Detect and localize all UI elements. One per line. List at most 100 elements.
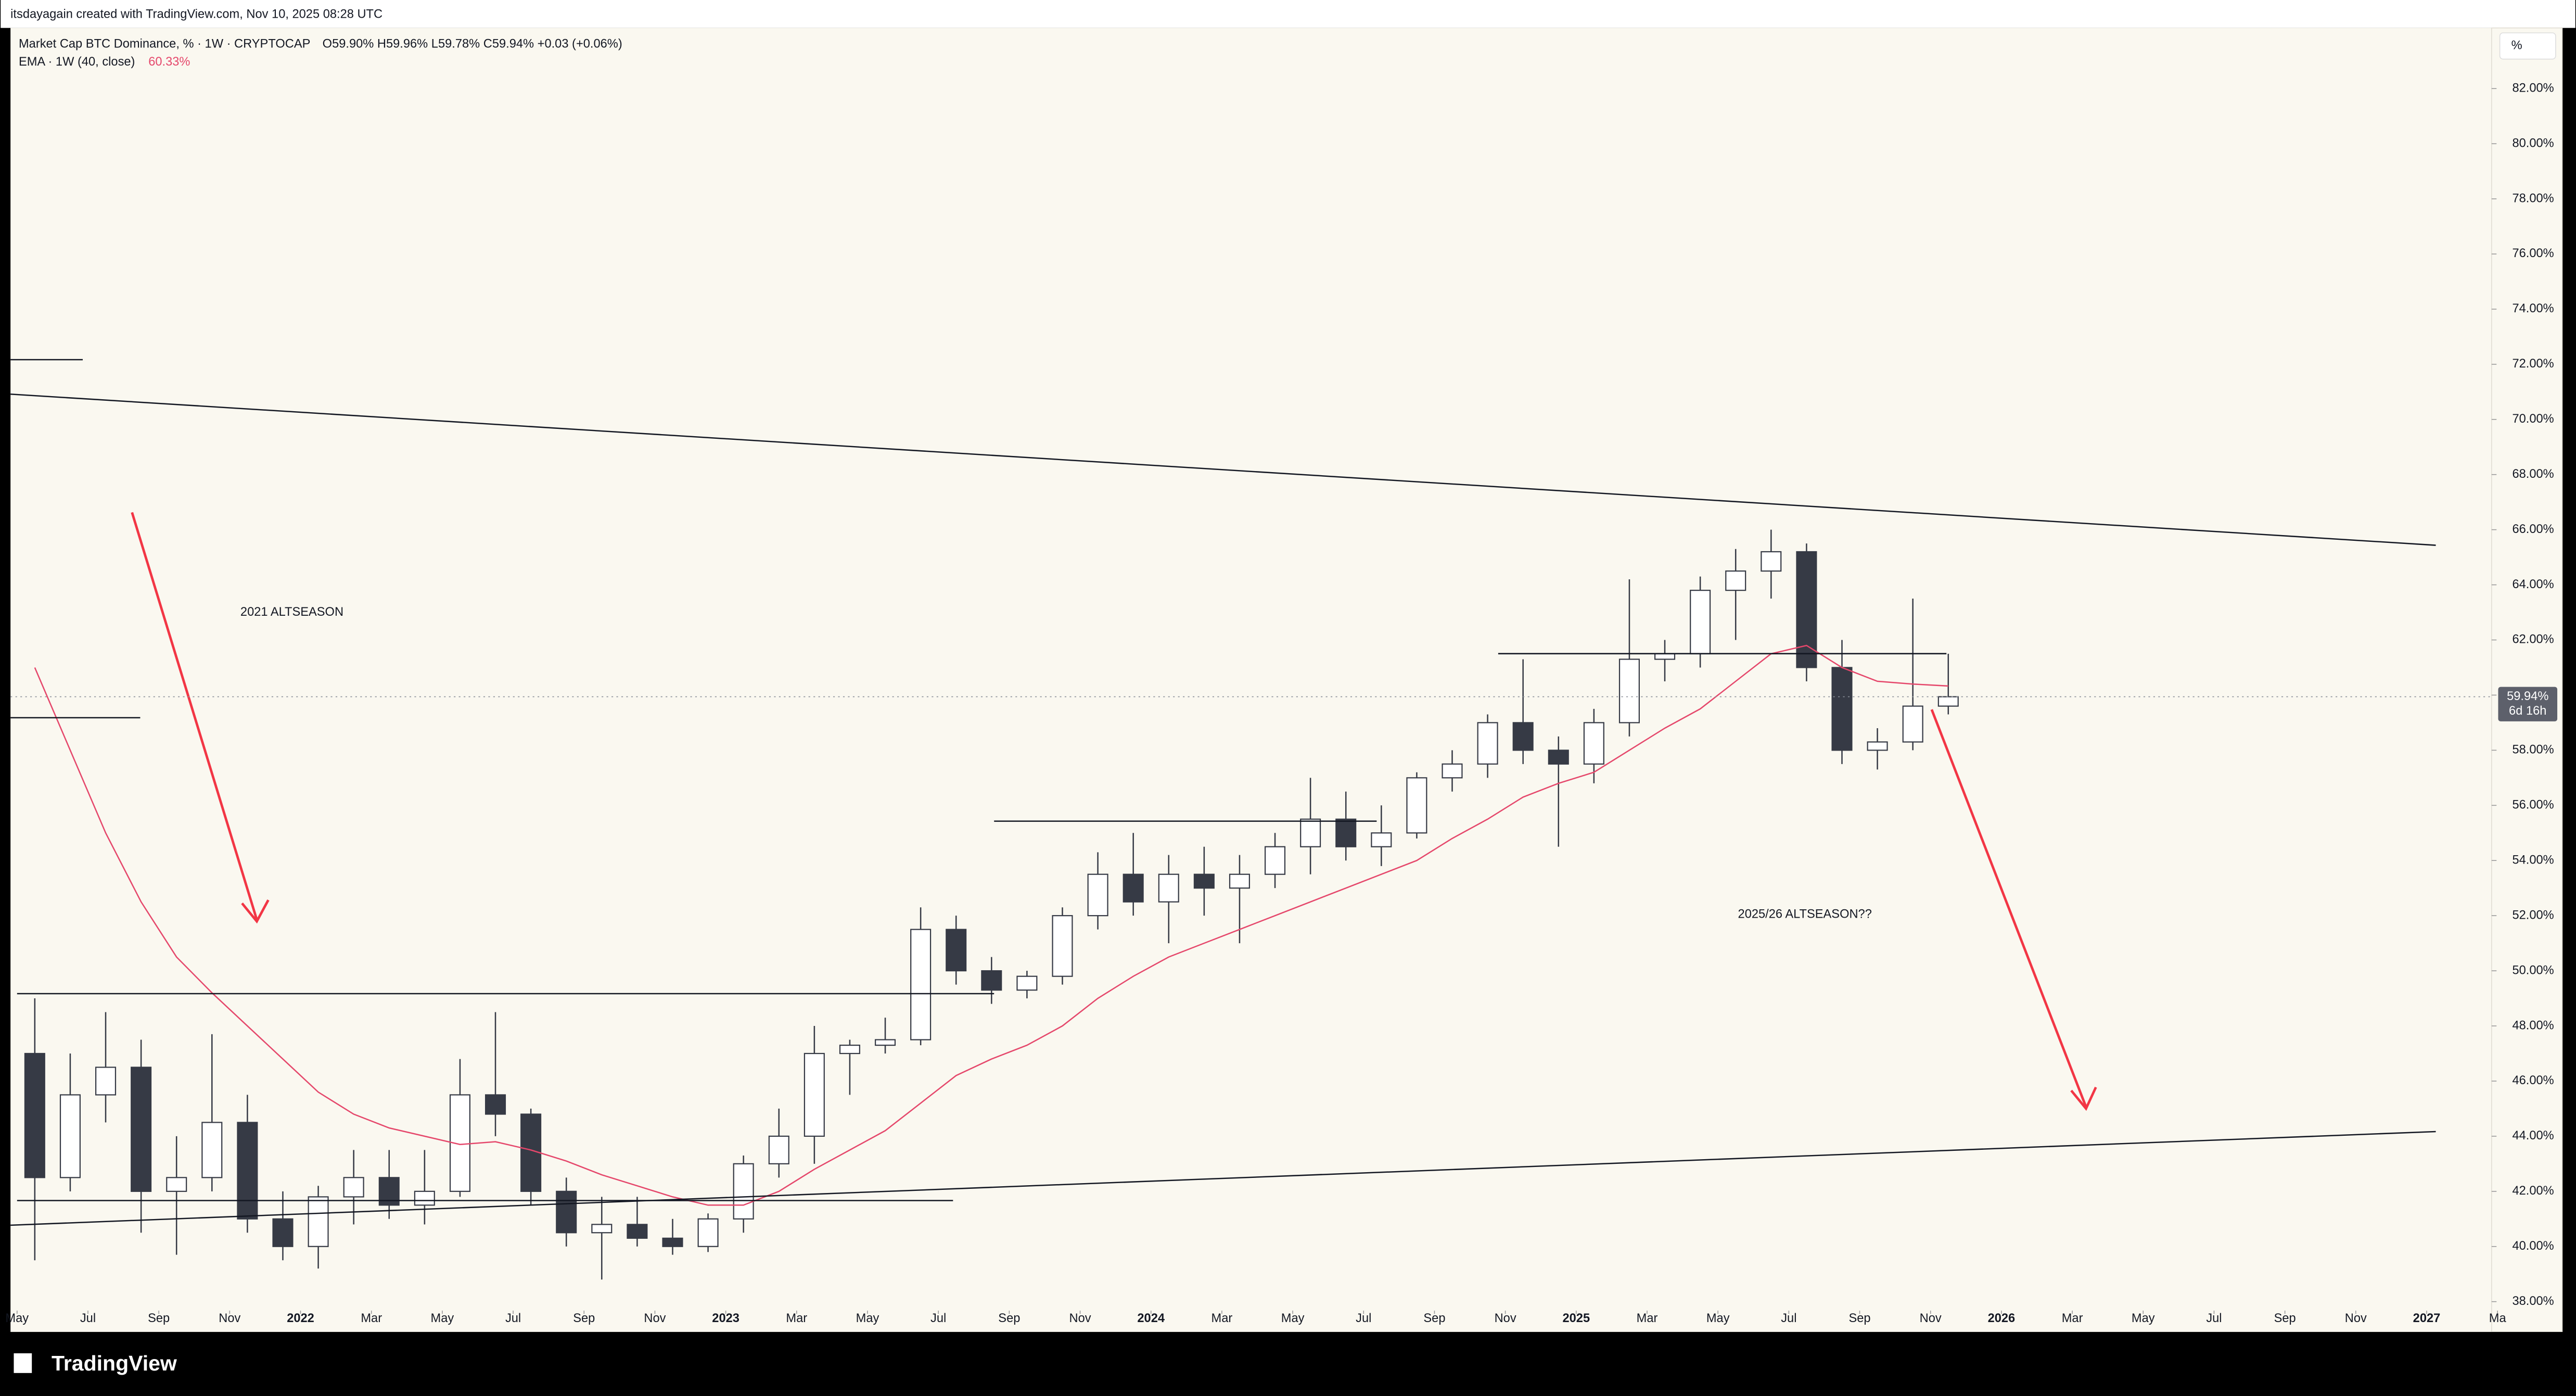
candle-body [1229,873,1250,889]
x-tick-label: May [2132,1312,2155,1325]
annotation: 2021 ALTSEASON [240,605,343,619]
candle-body [627,1224,648,1239]
x-tick-label: Nov [1920,1312,1942,1325]
candle-body [946,929,967,972]
ema-line [34,644,1948,1206]
y-tick-label: 66.00% [2512,523,2554,536]
candle-body [201,1122,223,1178]
header-bar [1,0,2575,28]
candle-body [1193,873,1215,889]
y-tick-label: 72.00% [2512,357,2554,371]
x-tick-label: Sep [1423,1312,1445,1325]
y-tick-label: 48.00% [2512,1019,2554,1032]
x-tick-label: Sep [573,1312,595,1325]
candle-body [910,929,932,1040]
candle-body [1406,777,1427,834]
x-tick-label: Mar [786,1312,807,1325]
candle-body [1371,832,1392,847]
y-tick-label: 52.00% [2512,908,2554,922]
candle-body [697,1218,719,1247]
candle-body [1477,722,1498,765]
unit-box[interactable] [2499,32,2556,60]
arrow-head [241,899,270,924]
candle-body [484,1094,506,1115]
credit: itsdayagain created with TradingView.com… [10,8,382,21]
arrow [131,512,258,920]
x-tick-label: May [856,1312,879,1325]
candle-body [1265,846,1286,875]
logo-text: TradingView [52,1351,177,1375]
x-tick-label: Sep [148,1312,170,1325]
y-tick-label: 74.00% [2512,302,2554,315]
candle-body [1937,696,1959,707]
candle-body [24,1052,45,1178]
last-price-label: 59.94% [2507,690,2548,703]
candle-body [839,1044,860,1055]
y-tick-label: 80.00% [2512,136,2554,150]
candle-body [237,1122,258,1220]
x-tick-label: Jul [1781,1312,1796,1325]
legend-ema: EMA · 1W (40, close) [19,55,135,69]
candle-body [1335,818,1357,847]
candle-body [1796,551,1817,668]
candle-body [1512,722,1534,751]
arrow-head [2070,1086,2097,1111]
logo-icon [14,1353,32,1373]
x-tick-label: Jul [930,1312,946,1325]
y-tick-label: 64.00% [2512,578,2554,591]
candle-body [981,970,1002,991]
price-axis [2491,27,2563,1332]
x-tick-label: Nov [2345,1312,2367,1325]
candle-body [591,1224,613,1234]
x-tick-label: May [5,1312,29,1325]
y-tick-label: 54.00% [2512,853,2554,867]
y-tick-label: 82.00% [2512,81,2554,95]
candle-body [272,1218,294,1247]
candle-body [1725,570,1746,591]
x-tick-label: Nov [1069,1312,1091,1325]
candle-body [343,1177,364,1198]
candle-body [1052,915,1073,977]
candle-body [1300,818,1321,847]
legend-ohlc: O59.90% H59.96% L59.78% C59.94% +0.03 (+… [323,37,622,50]
y-tick-label: 40.00% [2512,1239,2554,1253]
candle-body [414,1190,435,1206]
x-tick-label: 2024 [1137,1312,1165,1325]
x-tick-label: Mar [2062,1312,2083,1325]
candle-body [1442,763,1463,779]
x-tick-label: Jul [2206,1312,2222,1325]
x-tick-label: Jul [1356,1312,1371,1325]
x-tick-label: 2027 [2413,1312,2441,1325]
y-tick-label: 76.00% [2512,247,2554,260]
candle-body [804,1052,825,1137]
y-tick-label: 78.00% [2512,192,2554,205]
footer-bar [1,1331,2575,1396]
y-tick-label: 50.00% [2512,963,2554,977]
x-tick-label: 2025 [1562,1312,1590,1325]
legend-ema-value: 60.33% [148,55,190,69]
y-tick-label: 46.00% [2512,1074,2554,1087]
x-tick-label: Sep [998,1312,1020,1325]
candle-body [1123,873,1144,903]
x-tick-label: Mar [1637,1312,1658,1325]
legend-series: Market Cap BTC Dominance, % · 1W · CRYPT… [19,37,310,50]
plot-area [10,28,2492,1332]
x-tick-label: Sep [1849,1312,1871,1325]
x-tick-label: Jul [80,1312,96,1325]
x-tick-label: May [1281,1312,1305,1325]
candle-body [1761,551,1782,572]
y-tick-label: 44.00% [2512,1129,2554,1143]
x-tick-label: 2023 [712,1312,739,1325]
drawings [10,359,2436,1226]
y-tick-label: 70.00% [2512,412,2554,426]
x-tick-label: Mar [361,1312,382,1325]
candle-body [308,1196,329,1247]
candle-body [1867,741,1888,751]
x-tick-label: May [1706,1312,1730,1325]
candle-body [556,1190,577,1234]
candle-body [1548,750,1569,765]
candle-body [733,1163,754,1220]
x-tick-label: Mar [1212,1312,1233,1325]
